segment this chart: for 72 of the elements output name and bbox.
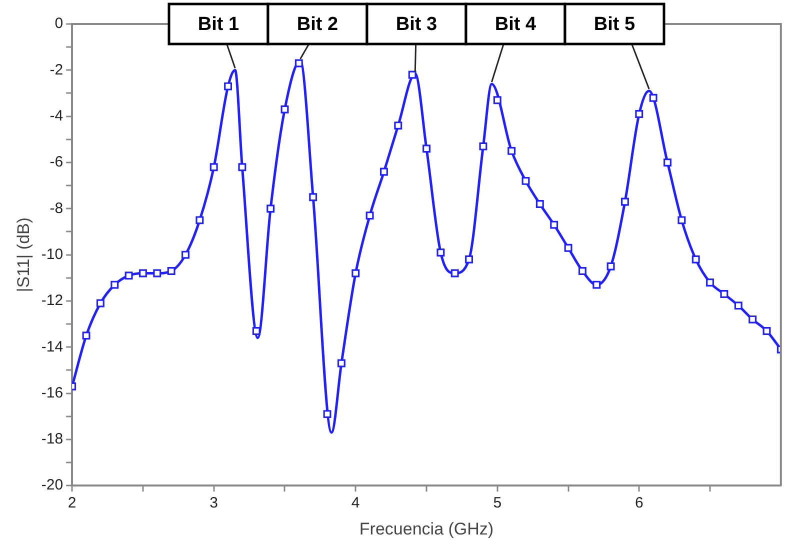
point (82, 332, 90, 340)
point (182, 250, 190, 259)
point (380, 168, 388, 176)
point (508, 146, 516, 155)
y-tick-label: -16 (41, 384, 64, 402)
y-tick-label: -20 (41, 476, 64, 494)
annotation: Bit 1 (198, 14, 240, 36)
point (408, 70, 416, 79)
y-tick-label: -8 (50, 200, 64, 217)
point (422, 144, 430, 153)
point (734, 302, 742, 310)
point (323, 410, 332, 418)
point (280, 105, 289, 114)
point (450, 269, 459, 278)
point (620, 198, 629, 206)
point (352, 269, 360, 278)
point (110, 280, 119, 289)
y-tick-label: -6 (50, 154, 64, 171)
point (706, 278, 714, 286)
point (748, 315, 757, 324)
point (238, 163, 246, 172)
point (309, 193, 318, 202)
point (592, 280, 601, 289)
point (578, 266, 586, 275)
point (153, 269, 162, 278)
x-tick-label: 2 (68, 494, 76, 512)
point (366, 212, 374, 220)
x-tick-label: 5 (493, 494, 502, 512)
point (337, 359, 346, 368)
point (606, 262, 615, 270)
point (536, 200, 544, 208)
point (294, 59, 303, 68)
point (252, 326, 260, 335)
point (564, 244, 572, 252)
point (479, 142, 488, 150)
y-tick-label: -4 (50, 107, 64, 124)
point (762, 326, 771, 335)
y-tick-label: -12 (41, 292, 64, 310)
y-tick-label: -2 (50, 61, 64, 78)
point (522, 176, 530, 185)
point (138, 269, 147, 278)
point (196, 216, 204, 224)
point (678, 216, 686, 224)
y-axis-title: |S11| (dB) (14, 217, 33, 292)
point (266, 204, 275, 213)
x-tick-label: 6 (634, 494, 644, 512)
point (692, 255, 700, 264)
y-tick-label: -18 (41, 430, 64, 448)
y-tick-label: -14 (41, 338, 64, 356)
annotation: Bit 2 (296, 14, 338, 36)
point (436, 248, 445, 256)
point (96, 299, 104, 308)
point (664, 158, 672, 166)
point (224, 82, 232, 90)
point (124, 272, 133, 280)
point (210, 163, 218, 172)
point (167, 266, 176, 275)
annotation: Bit 3 (396, 14, 438, 36)
point (493, 96, 502, 104)
y-tick-label: 0 (54, 15, 64, 32)
annotation: Bit 5 (594, 14, 636, 36)
annotation: Bit 4 (494, 14, 536, 36)
point (720, 290, 728, 298)
point (635, 110, 644, 118)
point (649, 94, 658, 102)
point (394, 122, 402, 130)
y-tick-label: -10 (41, 246, 64, 263)
x-axis-title: Frecuencia (GHz) (359, 519, 494, 538)
point (465, 255, 473, 264)
x-tick-label: 4 (351, 494, 360, 512)
x-tick-label: 3 (210, 494, 218, 512)
point (550, 220, 558, 229)
